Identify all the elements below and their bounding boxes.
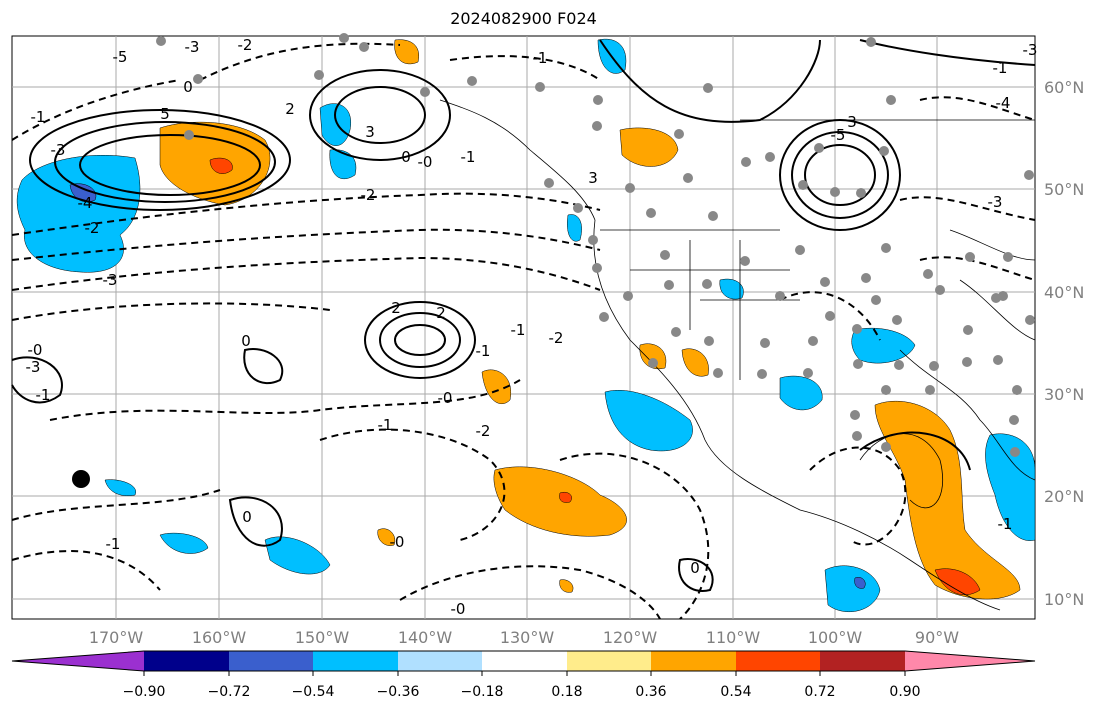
svg-text:-2: -2 [549, 329, 564, 347]
svg-text:0.54: 0.54 [720, 684, 751, 700]
svg-text:5: 5 [160, 105, 170, 123]
contour-lines [11, 39, 1036, 592]
svg-text:3: 3 [588, 169, 598, 187]
svg-text:-0: -0 [28, 341, 43, 359]
colorbar-segment [651, 651, 736, 671]
svg-text:10°N: 10°N [1044, 590, 1084, 609]
svg-text:−0.90: −0.90 [123, 684, 166, 700]
svg-text:-5: -5 [113, 48, 128, 66]
svg-text:120°W: 120°W [603, 628, 658, 647]
colorbar: −0.90 −0.72 −0.54 −0.36 −0.18 0.18 0.36 … [11, 650, 1036, 700]
longitude-labels: 170°W 160°W 150°W 140°W 130°W 120°W 110°… [89, 628, 959, 647]
colorbar-segment [736, 651, 820, 671]
svg-text:−0.18: −0.18 [461, 684, 504, 700]
svg-text:-1: -1 [533, 49, 548, 67]
svg-text:−0.72: −0.72 [208, 684, 251, 700]
svg-text:-1: -1 [476, 342, 491, 360]
svg-text:-1: -1 [993, 59, 1008, 77]
svg-text:-0: -0 [451, 600, 466, 618]
svg-text:100°W: 100°W [808, 628, 863, 647]
svg-text:-1: -1 [378, 416, 393, 434]
svg-text:150°W: 150°W [295, 628, 350, 647]
svg-text:0: 0 [242, 508, 252, 526]
svg-text:-1: -1 [36, 386, 51, 404]
colorbar-segment [229, 651, 313, 671]
svg-text:−0.54: −0.54 [292, 684, 335, 700]
svg-text:-4: -4 [78, 194, 93, 212]
svg-text:-3: -3 [185, 38, 200, 56]
colorbar-segment [144, 651, 229, 671]
svg-text:90°W: 90°W [915, 628, 959, 647]
contour-labels: -5 -3 -4 -2 -3 -1 -2 -3 0 5 3 -1 -2 3 0 … [26, 36, 1038, 618]
svg-text:2: 2 [285, 100, 295, 118]
svg-text:-3: -3 [26, 358, 41, 376]
svg-text:0: 0 [401, 148, 411, 166]
svg-text:40°N: 40°N [1044, 283, 1084, 302]
map-title: 2024082900 F024 [450, 9, 597, 28]
svg-text:-0: -0 [438, 389, 453, 407]
point-marker [72, 470, 90, 488]
svg-text:110°W: 110°W [706, 628, 761, 647]
svg-text:-5: -5 [831, 126, 846, 144]
svg-text:-0: -0 [418, 153, 433, 171]
svg-text:-3: -3 [1023, 41, 1038, 59]
colorbar-segment [398, 651, 482, 671]
colorbar-segment [482, 651, 567, 671]
svg-text:30°N: 30°N [1044, 385, 1084, 404]
svg-text:60°N: 60°N [1044, 78, 1084, 97]
latitude-labels: 60°N 50°N 40°N 30°N 20°N 10°N [1044, 78, 1084, 609]
svg-text:0: 0 [690, 559, 700, 577]
svg-text:-2: -2 [238, 36, 253, 54]
svg-text:2: 2 [436, 304, 446, 322]
svg-text:-1: -1 [511, 321, 526, 339]
svg-text:-1: -1 [31, 108, 46, 126]
svg-text:0.90: 0.90 [889, 684, 920, 700]
contour-lines-dashed [11, 42, 1036, 620]
colorbar-segment [12, 651, 144, 671]
colorbar-segment [905, 651, 1035, 671]
svg-text:140°W: 140°W [398, 628, 453, 647]
svg-text:-0: -0 [390, 533, 405, 551]
svg-text:-2: -2 [476, 422, 491, 440]
station-dots [156, 33, 1035, 457]
svg-text:0.72: 0.72 [804, 684, 835, 700]
svg-text:0: 0 [241, 332, 251, 350]
svg-text:-4: -4 [996, 94, 1011, 112]
svg-text:2: 2 [391, 299, 401, 317]
svg-text:3: 3 [847, 113, 857, 131]
svg-text:20°N: 20°N [1044, 487, 1084, 506]
svg-text:-2: -2 [85, 219, 100, 237]
svg-text:-3: -3 [51, 141, 66, 159]
svg-text:130°W: 130°W [500, 628, 555, 647]
svg-text:-2: -2 [361, 186, 376, 204]
svg-text:-3: -3 [988, 193, 1003, 211]
svg-text:170°W: 170°W [89, 628, 144, 647]
svg-text:-1: -1 [461, 148, 476, 166]
svg-text:0.36: 0.36 [635, 684, 666, 700]
colorbar-segment [820, 651, 905, 671]
svg-text:50°N: 50°N [1044, 180, 1084, 199]
colorbar-segment [313, 651, 398, 671]
svg-text:-1: -1 [998, 515, 1013, 533]
svg-text:160°W: 160°W [192, 628, 247, 647]
coastlines [439, 99, 1036, 611]
colorbar-tick-labels: −0.90 −0.72 −0.54 −0.36 −0.18 0.18 0.36 … [123, 684, 921, 700]
colorbar-segment [567, 651, 651, 671]
svg-text:−0.36: −0.36 [377, 684, 420, 700]
svg-text:-1: -1 [106, 535, 121, 553]
svg-text:0: 0 [183, 78, 193, 96]
svg-text:-3: -3 [103, 271, 118, 289]
svg-text:0.18: 0.18 [551, 684, 582, 700]
svg-text:3: 3 [365, 123, 375, 141]
